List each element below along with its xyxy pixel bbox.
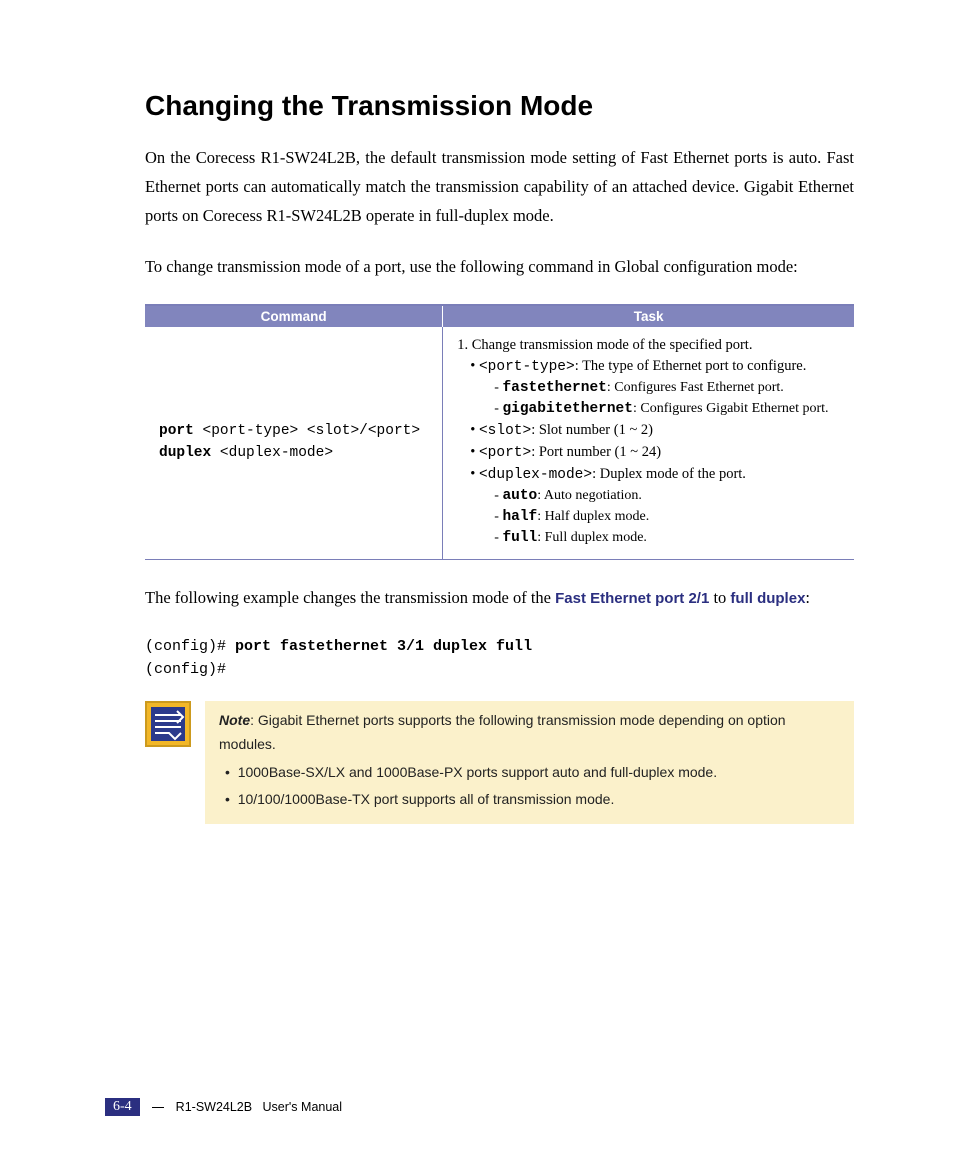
page: Changing the Transmission Mode On the Co… <box>0 0 954 1168</box>
terminal-prompt: (config)# <box>145 638 235 655</box>
note-label: Note <box>219 712 250 728</box>
example-mid: to <box>709 588 730 607</box>
example-highlight: full duplex <box>730 590 805 607</box>
page-footer: 6-4 R1-SW24L2B User's Manual <box>105 1098 342 1116</box>
note-block: Note: Gigabit Ethernet ports supports th… <box>145 701 854 824</box>
task-bullet: • <duplex-mode>: Duplex mode of the port… <box>481 464 842 486</box>
cmd-keyword: port <box>159 423 194 439</box>
table-header-command: Command <box>145 305 443 327</box>
cmd-keyword: duplex <box>159 445 211 461</box>
task-sub-bullet: - half: Half duplex mode. <box>503 507 842 528</box>
cmd-args: <port-type> <slot>/<port> <box>194 423 420 439</box>
task-sub-bullet: - full: Full duplex mode. <box>503 528 842 549</box>
terminal-prompt: (config)# <box>145 661 226 678</box>
cmd-args: <duplex-mode> <box>211 445 333 461</box>
example-highlight: Fast Ethernet port 2/1 <box>555 590 709 607</box>
example-paragraph: The following example changes the transm… <box>145 584 854 613</box>
table-header-task: Task <box>443 305 854 327</box>
footer-text: R1-SW24L2B User's Manual <box>176 1100 342 1114</box>
footer-doc: User's Manual <box>263 1100 343 1114</box>
page-title: Changing the Transmission Mode <box>145 90 854 122</box>
note-text: : Gigabit Ethernet ports supports the fo… <box>219 712 786 752</box>
intro-paragraph-1: On the Corecess R1-SW24L2B, the default … <box>145 144 854 231</box>
task-sub-bullet: - gigabitethernet: Configures Gigabit Et… <box>503 399 842 420</box>
terminal-command: port fastethernet 3/1 duplex full <box>235 638 532 655</box>
command-cell: port <port-type> <slot>/<port> duplex <d… <box>145 327 443 560</box>
note-bullet: • 10/100/1000Base-TX port supports all o… <box>235 788 840 812</box>
task-bullet: • <port-type>: The type of Ethernet port… <box>481 356 842 378</box>
note-icon <box>145 701 191 747</box>
task-bullet: • <port>: Port number (1 ~ 24) <box>481 442 842 464</box>
intro-paragraph-2: To change transmission mode of a port, u… <box>145 253 854 282</box>
note-content: Note: Gigabit Ethernet ports supports th… <box>205 701 854 824</box>
task-cell: 1. Change transmission mode of the speci… <box>443 327 854 560</box>
task-sub-bullet: - fastethernet: Configures Fast Ethernet… <box>503 378 842 399</box>
table-row: port <port-type> <slot>/<port> duplex <d… <box>145 327 854 560</box>
example-lead: The following example changes the transm… <box>145 588 555 607</box>
example-tail: : <box>805 588 810 607</box>
terminal-block: (config)# port fastethernet 3/1 duplex f… <box>145 635 854 682</box>
task-sub-bullet: - auto: Auto negotiation. <box>503 486 842 507</box>
footer-separator <box>152 1107 164 1108</box>
page-number: 6-4 <box>105 1098 140 1116</box>
task-bullet: • <slot>: Slot number (1 ~ 2) <box>481 420 842 442</box>
note-bullet: • 1000Base-SX/LX and 1000Base-PX ports s… <box>235 761 840 785</box>
task-step: 1. Change transmission mode of the speci… <box>457 335 842 356</box>
command-table: Command Task port <port-type> <slot>/<po… <box>145 304 854 560</box>
footer-product: R1-SW24L2B <box>176 1100 252 1114</box>
